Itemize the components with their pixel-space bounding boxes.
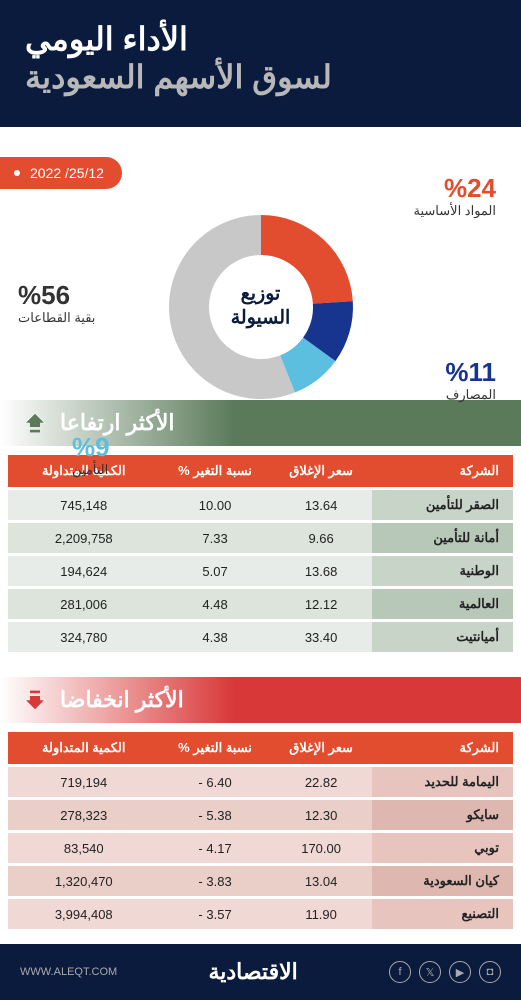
instagram-icon[interactable]: ◘ bbox=[479, 961, 501, 983]
cell-close: 12.12 bbox=[271, 589, 372, 619]
twitter-icon[interactable]: 𝕏 bbox=[419, 961, 441, 983]
cell-volume: 194,624 bbox=[8, 556, 160, 586]
footer: ◘ ▶ 𝕏 f الاقتصادية WWW.ALEQT.COM bbox=[0, 944, 521, 1000]
segment-label: %56 بقية القطاعات bbox=[18, 282, 95, 326]
cell-change: 6.40 - bbox=[160, 767, 271, 797]
segment-name: المواد الأساسية bbox=[414, 203, 496, 219]
cell-close: 13.68 bbox=[271, 556, 372, 586]
cell-company: أمانة للتأمين bbox=[372, 523, 513, 553]
facebook-icon[interactable]: f bbox=[389, 961, 411, 983]
losers-title: الأكثر انخفاضا bbox=[60, 687, 184, 713]
cell-change: 3.83 - bbox=[160, 866, 271, 896]
social-icons: ◘ ▶ 𝕏 f bbox=[389, 961, 501, 983]
cell-close: 13.04 bbox=[271, 866, 372, 896]
cell-company: العالمية bbox=[372, 589, 513, 619]
losers-table: الشركةسعر الإغلاقنسبة التغير %الكمية الم… bbox=[0, 723, 521, 944]
column-header: سعر الإغلاق bbox=[271, 732, 372, 764]
segment-name: بقية القطاعات bbox=[18, 310, 95, 326]
cell-change: 4.38 bbox=[160, 622, 271, 652]
table-row: كيان السعودية13.043.83 -1,320,470 bbox=[8, 866, 513, 896]
segment-name: التأمين bbox=[72, 462, 110, 478]
column-header: سعر الإغلاق bbox=[271, 455, 372, 487]
cell-volume: 278,323 bbox=[8, 800, 160, 830]
table-row: الصقر للتأمين13.6410.00745,148 bbox=[8, 490, 513, 520]
cell-company: التصنيع bbox=[372, 899, 513, 929]
segment-label: %9 التأمين bbox=[72, 434, 110, 478]
column-header: نسبة التغير % bbox=[160, 455, 271, 487]
cell-close: 12.30 bbox=[271, 800, 372, 830]
table-row: سايكو12.305.38 -278,323 bbox=[8, 800, 513, 830]
footer-brand: الاقتصادية bbox=[208, 959, 297, 985]
column-header: الشركة bbox=[372, 732, 513, 764]
column-header: الشركة bbox=[372, 455, 513, 487]
title-line1: الأداء اليومي bbox=[25, 20, 496, 58]
table-row: أمانة للتأمين9.667.332,209,758 bbox=[8, 523, 513, 553]
cell-change: 10.00 bbox=[160, 490, 271, 520]
donut-center-line2: السيولة bbox=[231, 308, 291, 329]
cell-volume: 719,194 bbox=[8, 767, 160, 797]
footer-url[interactable]: WWW.ALEQT.COM bbox=[20, 966, 117, 978]
cell-company: كيان السعودية bbox=[372, 866, 513, 896]
table-row: التصنيع11.903.57 -3,994,408 bbox=[8, 899, 513, 929]
cell-volume: 2,209,758 bbox=[8, 523, 160, 553]
cell-close: 13.64 bbox=[271, 490, 372, 520]
youtube-icon[interactable]: ▶ bbox=[449, 961, 471, 983]
table-row: العالمية12.124.48281,006 bbox=[8, 589, 513, 619]
cell-company: أميانتيت bbox=[372, 622, 513, 652]
cell-change: 5.07 bbox=[160, 556, 271, 586]
cell-volume: 745,148 bbox=[8, 490, 160, 520]
segment-label: %11 المصارف bbox=[445, 359, 496, 403]
cell-change: 3.57 - bbox=[160, 899, 271, 929]
cell-change: 4.48 bbox=[160, 589, 271, 619]
cell-close: 22.82 bbox=[271, 767, 372, 797]
donut-chart: توزيع السيولة bbox=[166, 212, 356, 402]
table-row: توبي170.004.17 -83,540 bbox=[8, 833, 513, 863]
cell-company: سايكو bbox=[372, 800, 513, 830]
cell-volume: 1,320,470 bbox=[8, 866, 160, 896]
table-row: الوطنية13.685.07194,624 bbox=[8, 556, 513, 586]
cell-change: 5.38 - bbox=[160, 800, 271, 830]
segment-pct: %24 bbox=[414, 175, 496, 201]
cell-close: 33.40 bbox=[271, 622, 372, 652]
cell-close: 9.66 bbox=[271, 523, 372, 553]
table-row: اليمامة للحديد22.826.40 -719,194 bbox=[8, 767, 513, 797]
segment-pct: %9 bbox=[72, 434, 110, 460]
cell-volume: 3,994,408 bbox=[8, 899, 160, 929]
segment-pct: %56 bbox=[18, 282, 95, 308]
page-header: الأداء اليومي لسوق الأسهم السعودية bbox=[0, 0, 521, 127]
cell-company: الوطنية bbox=[372, 556, 513, 586]
donut-center-label: توزيع السيولة bbox=[231, 282, 291, 331]
cell-close: 170.00 bbox=[271, 833, 372, 863]
column-header: نسبة التغير % bbox=[160, 732, 271, 764]
segment-pct: %11 bbox=[445, 359, 496, 385]
title-line2: لسوق الأسهم السعودية bbox=[25, 58, 496, 96]
cell-volume: 324,780 bbox=[8, 622, 160, 652]
cell-volume: 83,540 bbox=[8, 833, 160, 863]
segment-label: %24 المواد الأساسية bbox=[414, 175, 496, 219]
up-arrow-icon bbox=[20, 408, 50, 438]
cell-volume: 281,006 bbox=[8, 589, 160, 619]
gainers-table: الشركةسعر الإغلاقنسبة التغير %الكمية الم… bbox=[0, 446, 521, 667]
cell-change: 4.17 - bbox=[160, 833, 271, 863]
cell-company: توبي bbox=[372, 833, 513, 863]
segment-name: المصارف bbox=[445, 387, 496, 403]
cell-company: اليمامة للحديد bbox=[372, 767, 513, 797]
cell-close: 11.90 bbox=[271, 899, 372, 929]
cell-company: الصقر للتأمين bbox=[372, 490, 513, 520]
table-row: أميانتيت33.404.38324,780 bbox=[8, 622, 513, 652]
liquidity-chart-section: 25/12/ 2022 توزيع السيولة %24 المواد الأس… bbox=[0, 127, 521, 400]
column-header: الكمية المتداولة bbox=[8, 732, 160, 764]
losers-header: الأكثر انخفاضا bbox=[0, 677, 521, 723]
down-arrow-icon bbox=[20, 685, 50, 715]
cell-change: 7.33 bbox=[160, 523, 271, 553]
donut-center-line1: توزيع bbox=[241, 283, 281, 304]
date-badge: 25/12/ 2022 bbox=[0, 157, 122, 189]
